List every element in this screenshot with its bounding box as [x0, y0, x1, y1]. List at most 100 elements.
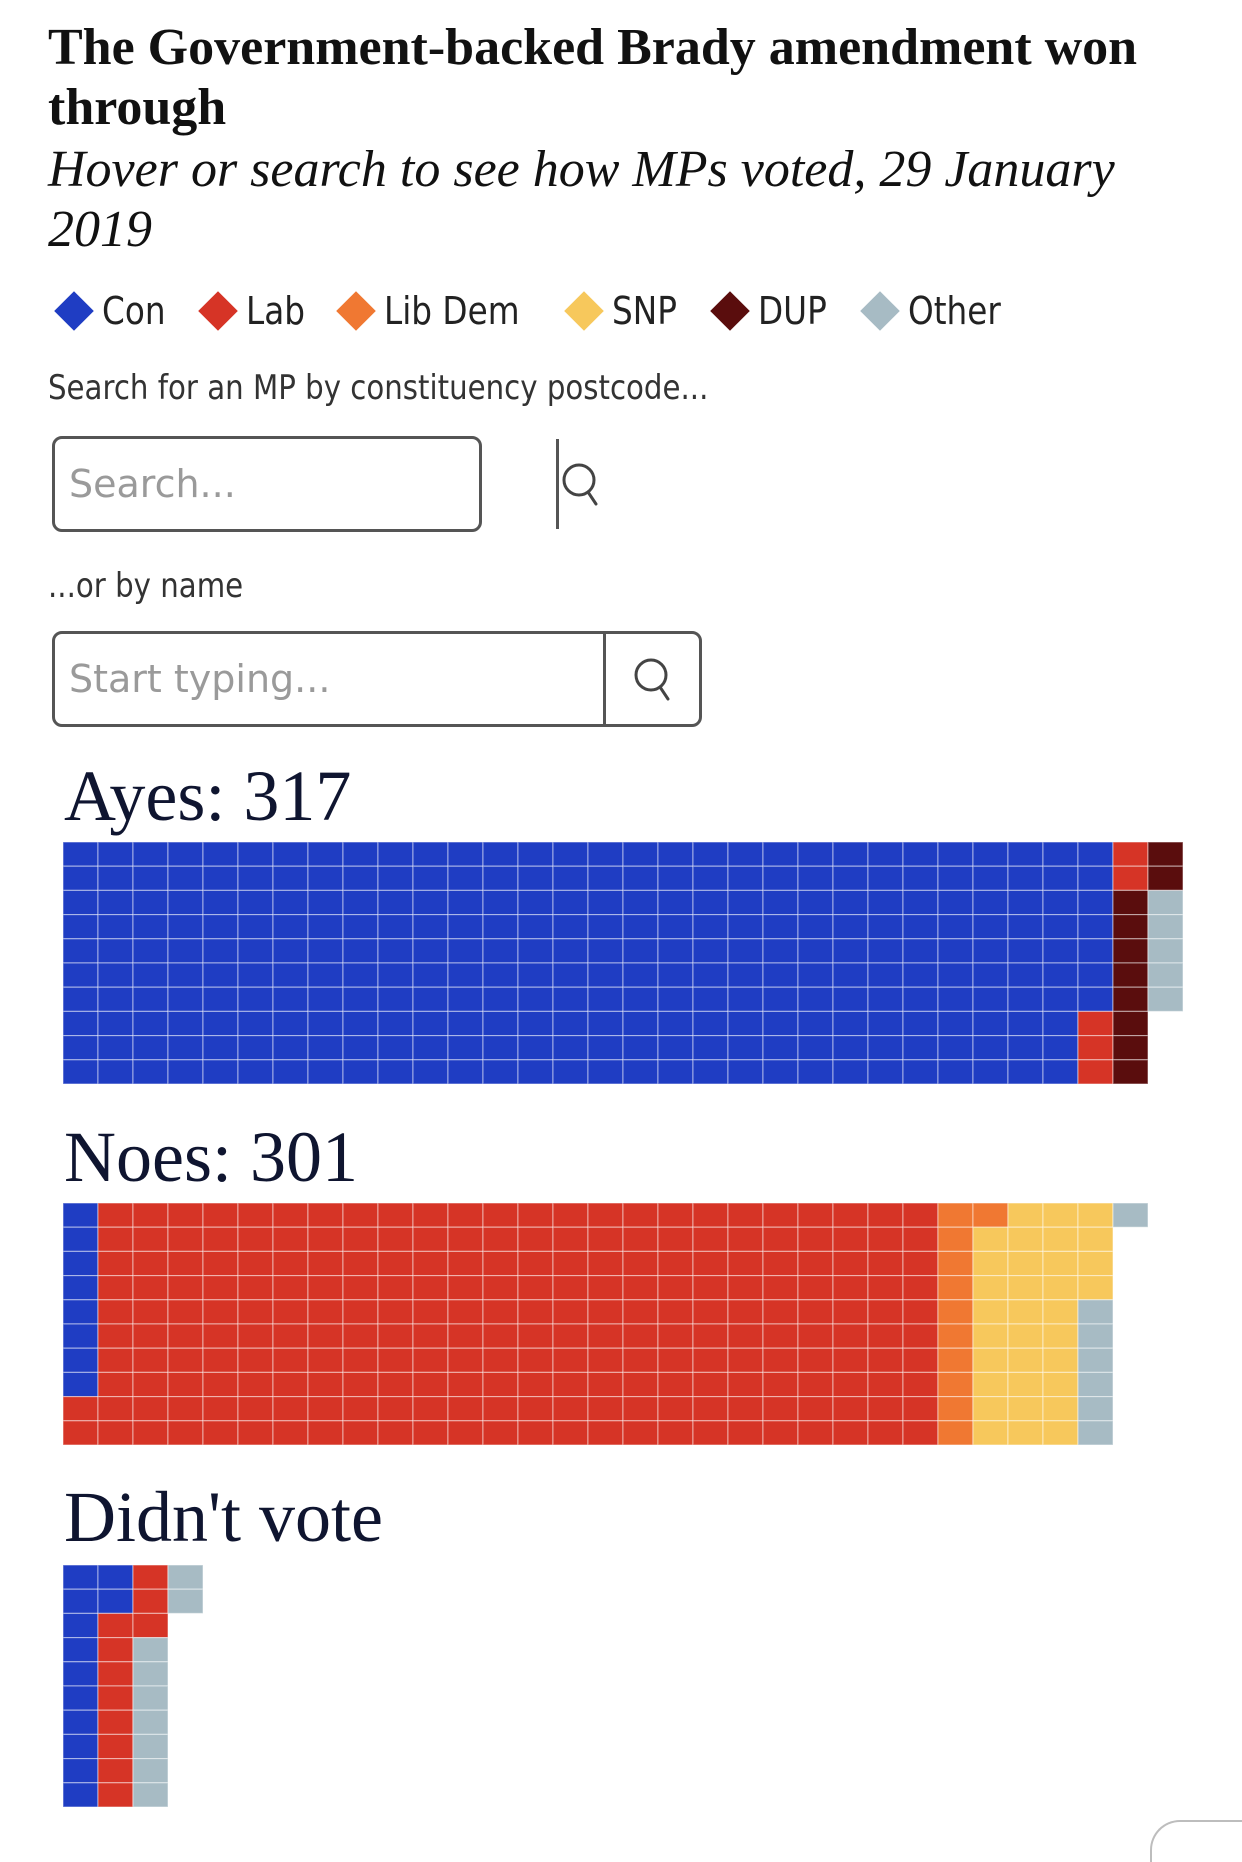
mp-cell-snp[interactable]	[1042, 1203, 1079, 1228]
mp-cell-con[interactable]	[342, 938, 379, 964]
mp-cell-lab[interactable]	[762, 1250, 799, 1277]
mp-cell-lab[interactable]	[622, 1226, 659, 1253]
mp-cell-con[interactable]	[622, 1035, 659, 1061]
mp-cell-con[interactable]	[832, 938, 869, 964]
mp-cell-lib-dem[interactable]	[937, 1299, 974, 1325]
mp-cell-lab[interactable]	[412, 1420, 449, 1446]
mp-cell-snp[interactable]	[1007, 1250, 1044, 1277]
mp-cell-con[interactable]	[657, 842, 694, 867]
mp-cell-con[interactable]	[657, 1010, 694, 1037]
mp-cell-lab[interactable]	[237, 1420, 274, 1446]
mp-cell-lab[interactable]	[482, 1299, 519, 1325]
mp-cell-lab[interactable]	[132, 1250, 169, 1277]
mp-cell-lab[interactable]	[517, 1250, 554, 1277]
mp-cell-con[interactable]	[97, 1010, 134, 1037]
mp-cell-con[interactable]	[202, 913, 239, 940]
mp-cell-lab[interactable]	[902, 1274, 939, 1301]
mp-cell-con[interactable]	[202, 1035, 239, 1061]
mp-cell-snp[interactable]	[1007, 1323, 1044, 1349]
mp-cell-lab[interactable]	[797, 1226, 834, 1253]
mp-cell-lab[interactable]	[692, 1323, 729, 1349]
mp-cell-con[interactable]	[237, 1035, 274, 1061]
mp-cell-con[interactable]	[377, 842, 414, 867]
mp-cell-lab[interactable]	[202, 1420, 239, 1446]
mp-cell-con[interactable]	[1007, 1010, 1044, 1037]
mp-cell-dup[interactable]	[1112, 938, 1149, 964]
mp-cell-con[interactable]	[797, 1059, 834, 1085]
mp-cell-con[interactable]	[657, 1059, 694, 1085]
mp-cell-con[interactable]	[1042, 889, 1079, 916]
mp-cell-con[interactable]	[937, 889, 974, 916]
mp-cell-con[interactable]	[412, 1059, 449, 1085]
mp-cell-con[interactable]	[63, 865, 99, 892]
mp-cell-con[interactable]	[63, 1274, 99, 1301]
mp-cell-con[interactable]	[692, 1010, 729, 1037]
mp-cell-lab[interactable]	[132, 1396, 169, 1422]
mp-cell-lab[interactable]	[307, 1323, 344, 1349]
mp-cell-con[interactable]	[132, 842, 169, 867]
mp-cell-lab[interactable]	[97, 1733, 134, 1760]
mp-cell-lab[interactable]	[482, 1347, 519, 1373]
mp-cell-snp[interactable]	[1077, 1250, 1114, 1277]
mp-cell-lab[interactable]	[832, 1203, 869, 1228]
mp-cell-con[interactable]	[377, 865, 414, 892]
mp-cell-con[interactable]	[202, 842, 239, 867]
mp-cell-other[interactable]	[167, 1588, 204, 1615]
mp-cell-con[interactable]	[972, 1010, 1009, 1037]
mp-cell-lab[interactable]	[97, 1299, 134, 1325]
mp-cell-con[interactable]	[902, 1010, 939, 1037]
mp-cell-lab[interactable]	[587, 1347, 624, 1373]
mp-cell-dup[interactable]	[1112, 913, 1149, 940]
mp-cell-other[interactable]	[1077, 1396, 1114, 1422]
mp-cell-con[interactable]	[97, 938, 134, 964]
mp-cell-lab[interactable]	[622, 1396, 659, 1422]
mp-cell-con[interactable]	[132, 1035, 169, 1061]
mp-cell-con[interactable]	[657, 889, 694, 916]
mp-cell-con[interactable]	[867, 962, 904, 988]
mp-cell-con[interactable]	[482, 842, 519, 867]
mp-cell-lab[interactable]	[447, 1396, 484, 1422]
mp-cell-lab[interactable]	[342, 1371, 379, 1398]
mp-cell-con[interactable]	[63, 986, 99, 1012]
mp-cell-lab[interactable]	[97, 1685, 134, 1711]
mp-cell-dup[interactable]	[1112, 962, 1149, 988]
mp-cell-con[interactable]	[412, 1035, 449, 1061]
mp-cell-con[interactable]	[622, 865, 659, 892]
mp-cell-lab[interactable]	[762, 1299, 799, 1325]
mp-cell-con[interactable]	[447, 962, 484, 988]
mp-cell-snp[interactable]	[1042, 1226, 1079, 1253]
mp-cell-lab[interactable]	[202, 1323, 239, 1349]
mp-cell-lab[interactable]	[762, 1420, 799, 1446]
mp-cell-lab[interactable]	[307, 1226, 344, 1253]
mp-cell-con[interactable]	[272, 962, 309, 988]
mp-cell-snp[interactable]	[1042, 1250, 1079, 1277]
mp-cell-lab[interactable]	[832, 1250, 869, 1277]
mp-cell-lab[interactable]	[517, 1420, 554, 1446]
mp-cell-con[interactable]	[552, 889, 589, 916]
mp-cell-con[interactable]	[342, 842, 379, 867]
mp-cell-lab[interactable]	[622, 1323, 659, 1349]
mp-cell-lab[interactable]	[517, 1347, 554, 1373]
mp-cell-con[interactable]	[867, 889, 904, 916]
mp-cell-lab[interactable]	[587, 1420, 624, 1446]
mp-cell-con[interactable]	[377, 1010, 414, 1037]
mp-cell-lab[interactable]	[552, 1250, 589, 1277]
mp-cell-con[interactable]	[1007, 986, 1044, 1012]
mp-cell-lab[interactable]	[412, 1203, 449, 1228]
mp-cell-lab[interactable]	[377, 1371, 414, 1398]
mp-cell-con[interactable]	[937, 938, 974, 964]
mp-cell-lab[interactable]	[272, 1250, 309, 1277]
mp-cell-lab[interactable]	[762, 1226, 799, 1253]
mp-cell-con[interactable]	[657, 913, 694, 940]
mp-cell-con[interactable]	[797, 938, 834, 964]
mp-cell-lab[interactable]	[377, 1274, 414, 1301]
mp-cell-con[interactable]	[1042, 1010, 1079, 1037]
mp-cell-con[interactable]	[63, 1612, 99, 1639]
mp-cell-lab[interactable]	[587, 1274, 624, 1301]
mp-cell-con[interactable]	[552, 865, 589, 892]
mp-cell-con[interactable]	[832, 913, 869, 940]
mp-cell-lab[interactable]	[587, 1203, 624, 1228]
mp-cell-lib-dem[interactable]	[937, 1226, 974, 1253]
mp-cell-lab[interactable]	[482, 1250, 519, 1277]
mp-cell-other[interactable]	[1112, 1203, 1149, 1228]
